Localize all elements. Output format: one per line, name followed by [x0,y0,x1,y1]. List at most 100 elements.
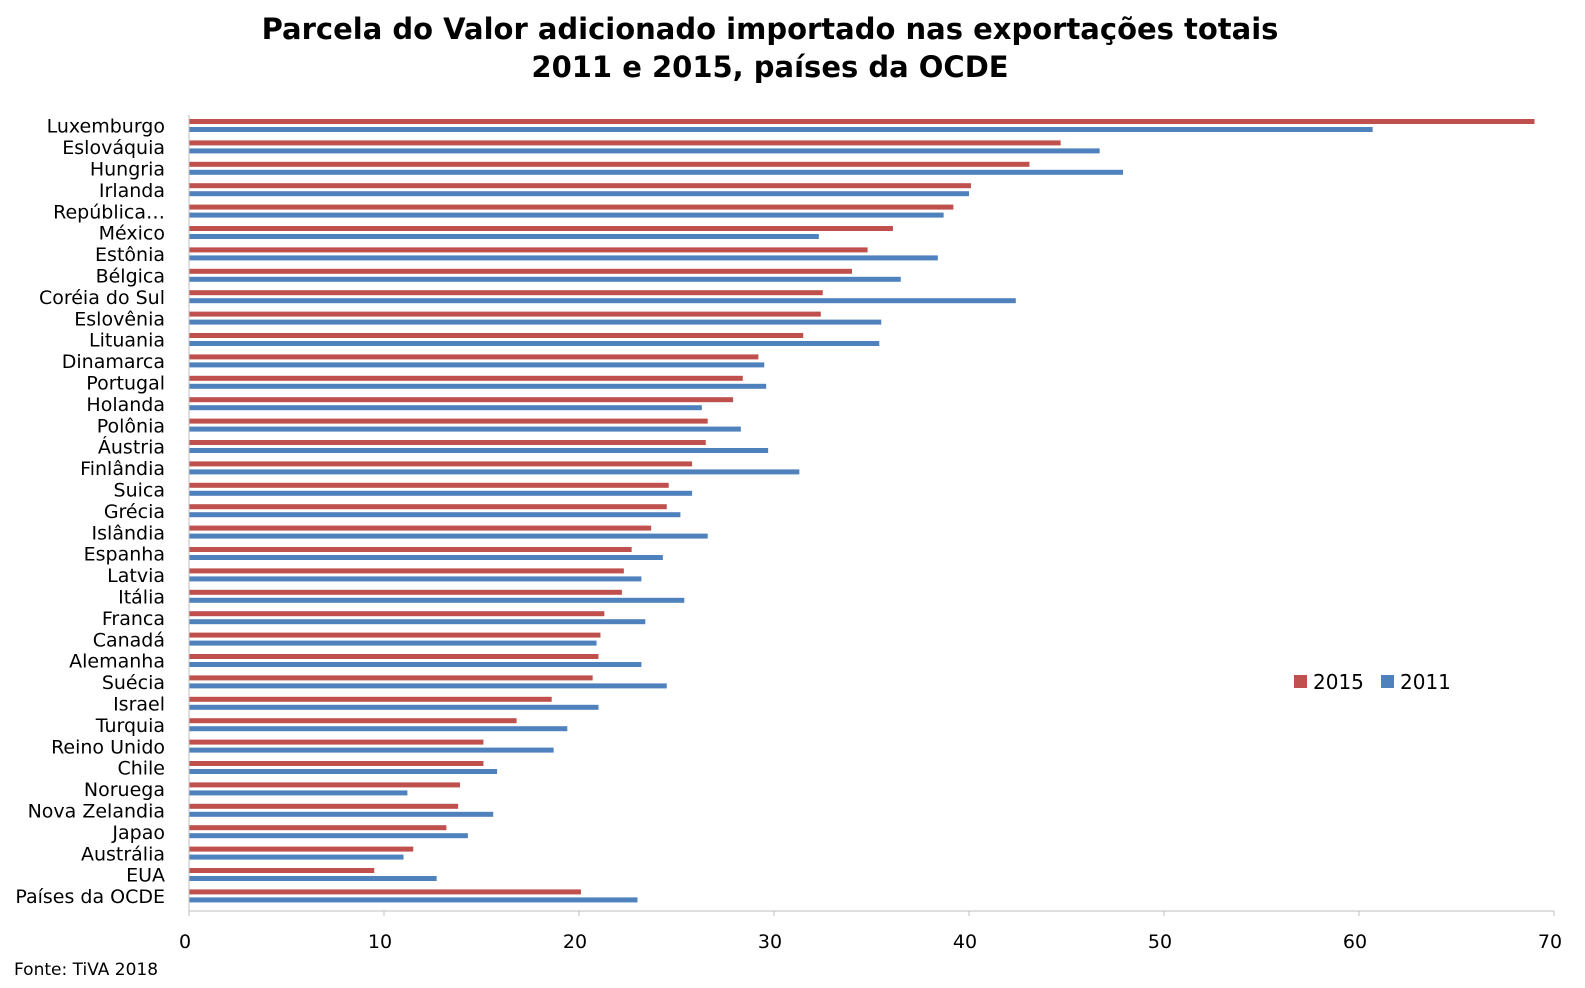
bar-2015 [189,825,447,831]
bar-2015 [189,482,669,488]
bar-2011 [189,191,969,197]
bar-2015 [189,589,622,595]
category-label: Luxemburgo [47,116,165,138]
bar-2015 [189,504,667,510]
category-label: Austrália [81,843,165,865]
bar-2011 [189,212,944,218]
bar-2011 [189,383,767,389]
x-tick-label: 60 [1343,931,1367,953]
category-label: Noruega [84,779,165,801]
bar-2011 [189,127,1373,132]
bar-2015 [189,375,743,381]
bar-2011 [189,726,568,732]
bar-2015 [189,418,708,424]
bar-2015 [189,119,1535,124]
x-tick-label: 50 [1148,931,1172,953]
category-label: Holanda [86,394,165,416]
bar-2011 [189,683,667,689]
bar-2015 [189,397,734,403]
bar-2011 [189,405,702,411]
bar-2015 [189,696,552,702]
bar-2015 [189,846,414,852]
category-label: Eslováquia [62,137,165,159]
bar-2015 [189,568,624,574]
bar-2015 [189,204,954,210]
bar-2015 [189,268,852,274]
x-tick-label: 30 [758,931,782,953]
bar-2011 [189,854,404,860]
category-label: México [99,223,165,245]
bar-2015 [189,161,1030,167]
chart-title-line1: Parcela do Valor adicionado importado na… [261,12,1279,46]
category-label: Irlanda [99,180,165,202]
category-label: República… [53,201,165,223]
legend: 2015 2011 [1294,670,1451,694]
x-tick-label: 70 [1538,931,1562,953]
bar-2011 [189,469,800,475]
bar-2015 [189,632,601,638]
bar-2011 [189,533,708,539]
category-label: Latvia [107,565,165,587]
x-tick-label: 10 [368,931,392,953]
x-tick-label: 40 [953,931,977,953]
category-label: EUA [126,865,165,887]
bar-2015 [189,525,652,531]
bar-2011 [189,897,638,903]
bar-2015 [189,739,484,745]
bar-2011 [189,640,597,646]
bar-2011 [189,234,819,239]
category-label: Eslovênia [74,308,165,330]
bar-2011 [189,619,646,625]
bar-2011 [189,576,642,582]
category-label: Nova Zelandia [28,801,165,823]
category-label: Lituania [89,330,165,352]
bar-2011 [189,276,901,282]
bar-2011 [189,490,693,496]
bar-2011 [189,597,685,603]
bar-2015 [189,311,821,317]
category-label: Estônia [95,244,165,266]
bar-2011 [189,362,765,368]
bar-2015 [189,718,517,724]
bar-2015 [189,140,1061,146]
bar-2011 [189,341,880,346]
legend-swatch-2015 [1294,675,1307,688]
category-label: Grécia [104,501,165,523]
chart-title: Parcela do Valor adicionado importado na… [0,10,1540,86]
legend-label-2011: 2011 [1400,670,1451,694]
bar-2015 [189,654,599,659]
bar-2011 [189,876,437,881]
category-label: Países da OCDE [15,886,165,908]
bar-2011 [189,747,554,753]
bar-2015 [189,333,804,338]
x-axis: 0 10 20 30 40 50 60 70 [179,115,1562,953]
bar-2011 [189,319,882,325]
legend-label-2015: 2015 [1313,670,1364,694]
bar-2015 [189,889,581,895]
bar-2011 [189,811,494,817]
bar-2011 [189,833,468,839]
legend-swatch-2011 [1381,675,1394,688]
category-label: Israel [113,694,165,716]
category-label: Polônia [97,415,165,437]
category-label: Alemanha [69,651,165,673]
bar-2011 [189,255,938,261]
bar-2011 [189,769,498,774]
bar-2015 [189,547,632,552]
bar-2015 [189,761,484,766]
category-label: Portugal [86,373,165,395]
bar-2015 [189,868,375,873]
category-label: Islândia [92,522,165,544]
bar-2015 [189,354,759,360]
category-label: Dinamarca [62,351,165,373]
chart-subtitle: 2011 e 2015, países da OCDE [531,50,1009,84]
category-label: Coréia do Sul [39,287,165,309]
bar-2011 [189,704,599,710]
bar-2011 [189,426,741,432]
category-label: Áustria [98,436,165,459]
category-label: Turquia [95,715,165,737]
category-labels: LuxemburgoEslováquiaHungriaIrlandaRepúbl… [15,116,165,908]
bar-2011 [189,169,1124,175]
bar-2015 [189,290,823,296]
category-label: Hungria [90,159,165,181]
